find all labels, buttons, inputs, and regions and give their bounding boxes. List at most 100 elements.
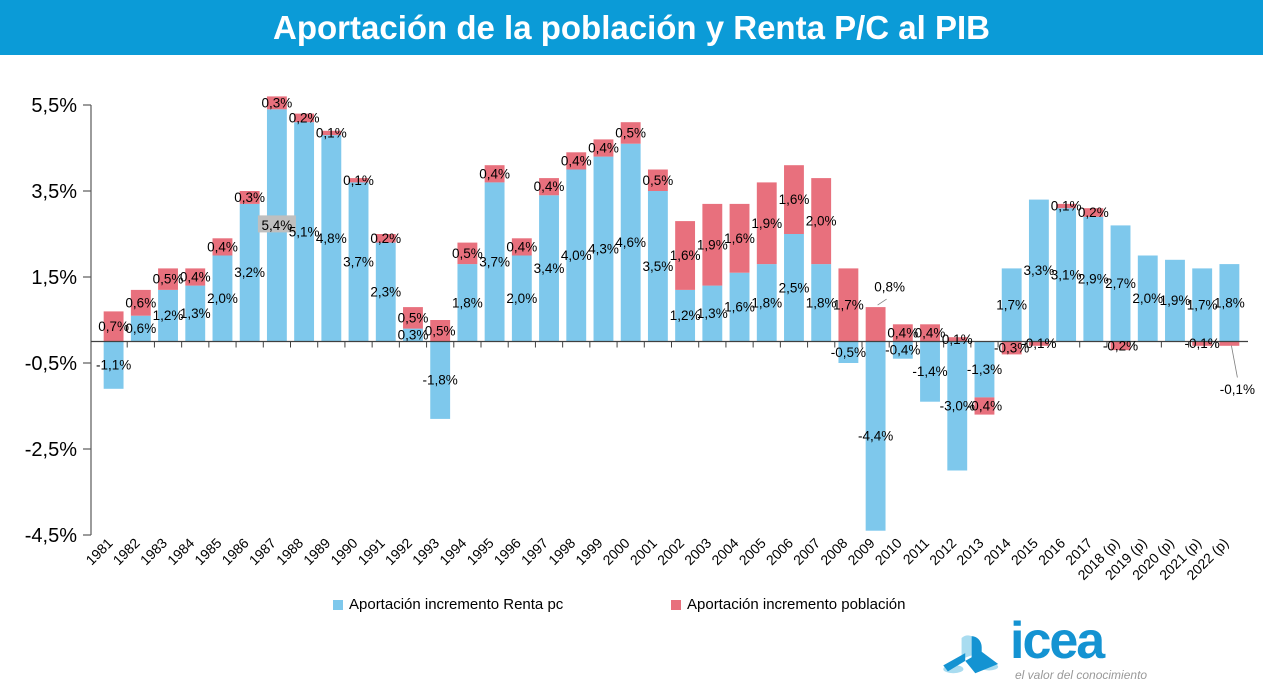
svg-text:0,7%: 0,7% bbox=[98, 319, 129, 334]
svg-text:2,9%: 2,9% bbox=[1078, 272, 1109, 287]
svg-text:1,6%: 1,6% bbox=[724, 231, 755, 246]
svg-text:0,5%: 0,5% bbox=[615, 125, 646, 140]
svg-text:0,8%: 0,8% bbox=[874, 280, 905, 295]
svg-text:4,0%: 4,0% bbox=[561, 248, 592, 263]
svg-text:0,4%: 0,4% bbox=[915, 325, 946, 340]
svg-text:1,8%: 1,8% bbox=[751, 295, 782, 310]
svg-text:1,9%: 1,9% bbox=[697, 237, 728, 252]
svg-text:-1,1%: -1,1% bbox=[96, 358, 131, 373]
svg-text:0,5%: 0,5% bbox=[398, 310, 429, 325]
svg-text:2012: 2012 bbox=[926, 535, 959, 568]
svg-text:3,7%: 3,7% bbox=[479, 254, 510, 269]
svg-text:1,9%: 1,9% bbox=[1160, 293, 1191, 308]
svg-text:2,3%: 2,3% bbox=[370, 285, 401, 300]
svg-text:1995: 1995 bbox=[463, 535, 496, 568]
svg-text:2002: 2002 bbox=[654, 535, 687, 568]
svg-text:2001: 2001 bbox=[627, 535, 660, 568]
svg-text:1986: 1986 bbox=[218, 535, 251, 568]
svg-text:1993: 1993 bbox=[409, 535, 442, 568]
svg-text:2003: 2003 bbox=[681, 535, 714, 568]
svg-text:5,1%: 5,1% bbox=[289, 224, 320, 239]
svg-text:1,5%: 1,5% bbox=[31, 267, 77, 289]
svg-text:2,0%: 2,0% bbox=[506, 291, 537, 306]
svg-text:-2,5%: -2,5% bbox=[25, 439, 77, 461]
svg-text:1,7%: 1,7% bbox=[833, 297, 864, 312]
svg-text:3,1%: 3,1% bbox=[1051, 267, 1082, 282]
svg-text:2014: 2014 bbox=[980, 535, 1013, 568]
svg-text:0,4%: 0,4% bbox=[561, 153, 592, 168]
svg-text:1,8%: 1,8% bbox=[452, 295, 483, 310]
svg-text:-4,4%: -4,4% bbox=[858, 429, 893, 444]
svg-text:1999: 1999 bbox=[572, 535, 605, 568]
svg-text:0,5%: 0,5% bbox=[153, 272, 184, 287]
svg-text:-1,8%: -1,8% bbox=[423, 373, 458, 388]
svg-text:4,6%: 4,6% bbox=[615, 235, 646, 250]
svg-text:1981: 1981 bbox=[82, 535, 115, 568]
svg-text:2,5%: 2,5% bbox=[779, 280, 810, 295]
svg-text:1992: 1992 bbox=[382, 535, 415, 568]
svg-text:1,6%: 1,6% bbox=[779, 192, 810, 207]
svg-text:2,0%: 2,0% bbox=[207, 291, 238, 306]
svg-text:-0,1%: -0,1% bbox=[1220, 382, 1255, 397]
svg-text:1982: 1982 bbox=[110, 535, 143, 568]
svg-text:3,4%: 3,4% bbox=[534, 261, 565, 276]
svg-text:1,6%: 1,6% bbox=[724, 300, 755, 315]
svg-text:2000: 2000 bbox=[599, 535, 632, 568]
svg-text:0,2%: 0,2% bbox=[289, 110, 320, 125]
svg-text:1,7%: 1,7% bbox=[996, 297, 1027, 312]
svg-text:1,3%: 1,3% bbox=[697, 306, 728, 321]
svg-text:3,3%: 3,3% bbox=[1023, 263, 1054, 278]
svg-text:0,5%: 0,5% bbox=[452, 246, 483, 261]
svg-text:0,3%: 0,3% bbox=[234, 190, 265, 205]
svg-text:-0,4%: -0,4% bbox=[967, 399, 1002, 414]
svg-text:0,3%: 0,3% bbox=[261, 95, 292, 110]
svg-text:-0,5%: -0,5% bbox=[831, 345, 866, 360]
svg-text:0,4%: 0,4% bbox=[887, 325, 918, 340]
svg-text:1987: 1987 bbox=[246, 535, 279, 568]
svg-text:2008: 2008 bbox=[817, 535, 850, 568]
svg-text:3,7%: 3,7% bbox=[343, 254, 374, 269]
svg-text:1990: 1990 bbox=[327, 535, 360, 568]
svg-text:5,4%: 5,4% bbox=[261, 218, 292, 233]
svg-text:0,4%: 0,4% bbox=[479, 166, 510, 181]
svg-text:1,2%: 1,2% bbox=[670, 308, 701, 323]
svg-text:1994: 1994 bbox=[436, 535, 469, 568]
svg-text:1998: 1998 bbox=[545, 535, 578, 568]
svg-text:0,5%: 0,5% bbox=[425, 323, 456, 338]
svg-text:-1,4%: -1,4% bbox=[912, 364, 947, 379]
svg-text:2015: 2015 bbox=[1008, 535, 1041, 568]
svg-text:1988: 1988 bbox=[273, 535, 306, 568]
svg-text:0,5%: 0,5% bbox=[642, 173, 673, 188]
svg-text:4,8%: 4,8% bbox=[316, 231, 347, 246]
svg-text:2009: 2009 bbox=[844, 535, 877, 568]
svg-text:2016: 2016 bbox=[1035, 535, 1068, 568]
svg-text:1,2%: 1,2% bbox=[153, 308, 184, 323]
svg-text:0,1%: 0,1% bbox=[942, 332, 973, 347]
svg-text:0,4%: 0,4% bbox=[180, 270, 211, 285]
svg-text:2013: 2013 bbox=[953, 535, 986, 568]
svg-text:2004: 2004 bbox=[708, 535, 741, 568]
svg-text:1997: 1997 bbox=[518, 535, 551, 568]
svg-text:-4,5%: -4,5% bbox=[25, 525, 77, 547]
svg-text:1,3%: 1,3% bbox=[180, 306, 211, 321]
svg-text:0,6%: 0,6% bbox=[125, 295, 156, 310]
svg-text:0,2%: 0,2% bbox=[1078, 205, 1109, 220]
svg-text:2,0%: 2,0% bbox=[806, 214, 837, 229]
svg-text:-0,1%: -0,1% bbox=[1021, 336, 1056, 351]
svg-text:1985: 1985 bbox=[191, 535, 224, 568]
svg-text:1989: 1989 bbox=[300, 535, 333, 568]
svg-text:0,1%: 0,1% bbox=[343, 173, 374, 188]
svg-text:-0,5%: -0,5% bbox=[25, 353, 77, 375]
svg-text:0,4%: 0,4% bbox=[506, 239, 537, 254]
svg-text:3,2%: 3,2% bbox=[234, 265, 265, 280]
svg-text:0,1%: 0,1% bbox=[316, 125, 347, 140]
svg-text:3,5%: 3,5% bbox=[642, 259, 673, 274]
svg-text:0,4%: 0,4% bbox=[207, 239, 238, 254]
svg-text:1,9%: 1,9% bbox=[751, 216, 782, 231]
svg-text:2011: 2011 bbox=[900, 535, 933, 568]
svg-text:2005: 2005 bbox=[736, 535, 769, 568]
svg-text:1984: 1984 bbox=[164, 535, 197, 568]
svg-text:-0,2%: -0,2% bbox=[1103, 338, 1138, 353]
svg-text:-1,3%: -1,3% bbox=[967, 362, 1002, 377]
svg-text:3,5%: 3,5% bbox=[31, 181, 77, 203]
